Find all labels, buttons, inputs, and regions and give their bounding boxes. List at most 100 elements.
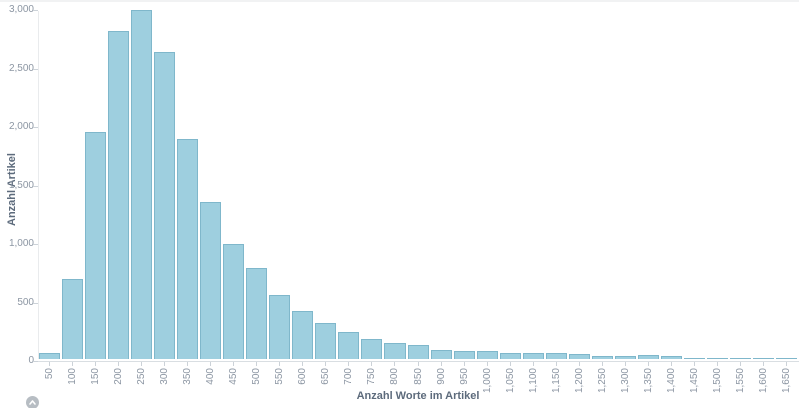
- x-tick: [302, 362, 304, 366]
- y-tick-label: 2,500: [8, 62, 34, 74]
- x-tick-slot: [246, 362, 267, 366]
- x-tick-label: 650: [320, 368, 332, 385]
- x-tick: [256, 362, 258, 366]
- y-tick: [33, 127, 38, 128]
- x-tick: [72, 362, 74, 366]
- x-tick-slot: [523, 362, 544, 366]
- bar-750[interactable]: [361, 339, 383, 359]
- x-tick-slot: [638, 362, 659, 366]
- x-tick: [440, 362, 442, 366]
- x-tick-slot: [131, 362, 152, 366]
- x-tick-slot: [477, 362, 498, 366]
- x-tick: [49, 362, 51, 366]
- bar-250[interactable]: [131, 10, 153, 359]
- x-axis-ticks: [39, 362, 797, 366]
- y-tick-label: 500: [17, 296, 34, 308]
- x-tick-slot: [384, 362, 405, 366]
- x-tick: [279, 362, 281, 366]
- y-tick-label: 1,000: [8, 238, 34, 249]
- x-tick: [578, 362, 580, 366]
- bar-1,400[interactable]: [660, 356, 682, 359]
- bar-700[interactable]: [338, 332, 360, 359]
- x-tick-label: 50: [44, 368, 56, 380]
- x-tick-label: 900: [435, 368, 447, 385]
- x-tick: [164, 362, 166, 366]
- y-axis-line: [38, 11, 39, 359]
- x-tick: [118, 362, 120, 366]
- bar-500[interactable]: [246, 268, 268, 359]
- x-tick-label: 800: [389, 368, 401, 385]
- x-tick-label: 550: [274, 368, 286, 385]
- bar-600[interactable]: [292, 311, 314, 359]
- y-tick: [33, 186, 38, 187]
- bar-1,200[interactable]: [568, 354, 590, 359]
- x-tick-label: 850: [412, 368, 424, 385]
- x-tick-label: 250: [136, 368, 148, 385]
- x-tick: [693, 362, 695, 366]
- x-tick: [371, 362, 373, 366]
- x-tick-slot: [223, 362, 244, 366]
- x-tick-slot: [200, 362, 221, 366]
- bar-1,600[interactable]: [752, 358, 774, 359]
- bar-900[interactable]: [430, 350, 452, 359]
- x-tick-label: 500: [251, 368, 263, 385]
- bar-150[interactable]: [85, 132, 107, 359]
- x-tick-slot: [684, 362, 705, 366]
- bar-1,050[interactable]: [499, 353, 521, 359]
- x-tick-label: 100: [67, 368, 79, 385]
- bar-850[interactable]: [407, 345, 429, 359]
- bar-1,550[interactable]: [729, 358, 751, 359]
- x-tick: [509, 362, 511, 366]
- x-tick-label: 300: [159, 368, 171, 385]
- bar-1,650[interactable]: [776, 358, 798, 359]
- bar-1,150[interactable]: [545, 353, 567, 359]
- x-tick-slot: [269, 362, 290, 366]
- x-axis-title: Anzahl Worte im Artikel: [356, 390, 480, 402]
- x-tick-slot: [108, 362, 129, 366]
- x-tick-label: 450: [228, 368, 240, 385]
- x-tick-label: 150: [90, 368, 102, 385]
- x-tick-slot: [500, 362, 521, 366]
- x-tick-slot: [776, 362, 797, 366]
- chevron-up-icon: [29, 400, 36, 405]
- bar-1,000[interactable]: [476, 351, 498, 359]
- bar-800[interactable]: [384, 343, 406, 359]
- x-tick-label: 700: [343, 368, 355, 385]
- x-tick-slot: [292, 362, 313, 366]
- x-tick-slot: [592, 362, 613, 366]
- bar-1,450[interactable]: [683, 358, 705, 359]
- bar-100[interactable]: [62, 279, 84, 359]
- bar-450[interactable]: [223, 244, 245, 359]
- bar-400[interactable]: [200, 202, 222, 359]
- bar-1,300[interactable]: [614, 356, 636, 359]
- x-tick: [532, 362, 534, 366]
- x-tick-slot: [707, 362, 728, 366]
- y-tick: [33, 69, 38, 70]
- x-tick: [417, 362, 419, 366]
- bar-200[interactable]: [108, 31, 130, 359]
- bar-1,100[interactable]: [522, 353, 544, 359]
- x-tick: [670, 362, 672, 366]
- bar-1,250[interactable]: [591, 356, 613, 359]
- x-tick-slot: [177, 362, 198, 366]
- bar-550[interactable]: [269, 295, 291, 359]
- bar-350[interactable]: [177, 139, 199, 359]
- x-tick-slot: [753, 362, 774, 366]
- bar-650[interactable]: [315, 323, 337, 359]
- bar-50[interactable]: [39, 353, 61, 359]
- x-tick: [486, 362, 488, 366]
- x-tick-slot: [315, 362, 336, 366]
- x-tick-slot: [454, 362, 475, 366]
- y-tick-label: 0: [28, 355, 34, 366]
- x-tick-slot: [730, 362, 751, 366]
- x-tick-slot: [546, 362, 567, 366]
- x-tick: [716, 362, 718, 366]
- bar-950[interactable]: [453, 351, 475, 359]
- bar-300[interactable]: [154, 52, 176, 359]
- x-tick-slot: [39, 362, 60, 366]
- scroll-to-top-button[interactable]: [26, 396, 39, 408]
- y-tick: [33, 361, 38, 362]
- bar-1,500[interactable]: [706, 358, 728, 359]
- bar-1,350[interactable]: [637, 355, 659, 359]
